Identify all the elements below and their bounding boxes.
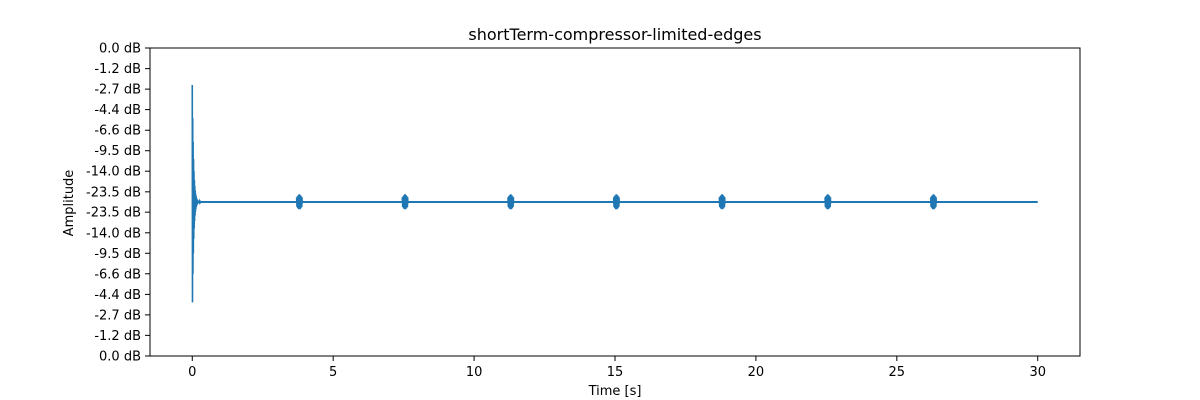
y-tick-label: -6.6 dB bbox=[94, 124, 141, 139]
x-tick-label: 15 bbox=[607, 365, 624, 380]
y-tick-label: -4.4 dB bbox=[94, 288, 141, 303]
edge-burst-marker bbox=[508, 196, 516, 208]
y-tick-label: -2.7 dB bbox=[94, 308, 141, 323]
y-tick-label: -6.6 dB bbox=[94, 267, 141, 282]
y-tick-label: 0.0 dB bbox=[99, 350, 141, 365]
x-tick-label: 5 bbox=[329, 365, 337, 380]
edge-burst-marker bbox=[931, 196, 939, 208]
y-tick-label: -9.5 dB bbox=[94, 144, 141, 159]
y-tick-label: -4.4 dB bbox=[94, 103, 141, 118]
y-tick-label: -23.5 dB bbox=[86, 185, 141, 200]
y-axis-label: Amplitude bbox=[62, 170, 77, 237]
x-tick-label: 0 bbox=[188, 365, 196, 380]
y-tick-label: -2.7 dB bbox=[94, 83, 141, 98]
edge-burst-marker bbox=[614, 196, 622, 208]
x-tick-label: 10 bbox=[466, 365, 483, 380]
y-axis: 0.0 dB -1.2 dB -2.7 dB -4.4 dB -6.6 dB -9.5 d… bbox=[86, 42, 150, 365]
main-transient-burst bbox=[191, 84, 202, 303]
y-tick-label: -14.0 dB bbox=[86, 226, 141, 241]
plot-area bbox=[191, 84, 1038, 303]
y-tick-label: -14.0 dB bbox=[86, 165, 141, 180]
edge-burst-marker bbox=[720, 196, 728, 208]
y-tick-label: -1.2 dB bbox=[94, 329, 141, 344]
x-tick-label: 20 bbox=[748, 365, 765, 380]
y-tick-label: -9.5 dB bbox=[94, 247, 141, 262]
x-axis: 0 5 10 15 20 25 30 bbox=[188, 356, 1046, 380]
x-tick-label: 25 bbox=[889, 365, 906, 380]
x-tick-label: 30 bbox=[1029, 365, 1046, 380]
y-tick-label: 0.0 dB bbox=[99, 42, 141, 57]
edge-burst-marker bbox=[403, 196, 411, 208]
y-tick-label: -1.2 dB bbox=[94, 62, 141, 77]
x-axis-label: Time [s] bbox=[588, 384, 642, 399]
y-tick-label: -23.5 dB bbox=[86, 206, 141, 221]
edge-burst-marker bbox=[297, 196, 305, 208]
edge-burst-marker bbox=[825, 196, 833, 208]
chart-title: shortTerm-compressor-limited-edges bbox=[468, 25, 761, 44]
